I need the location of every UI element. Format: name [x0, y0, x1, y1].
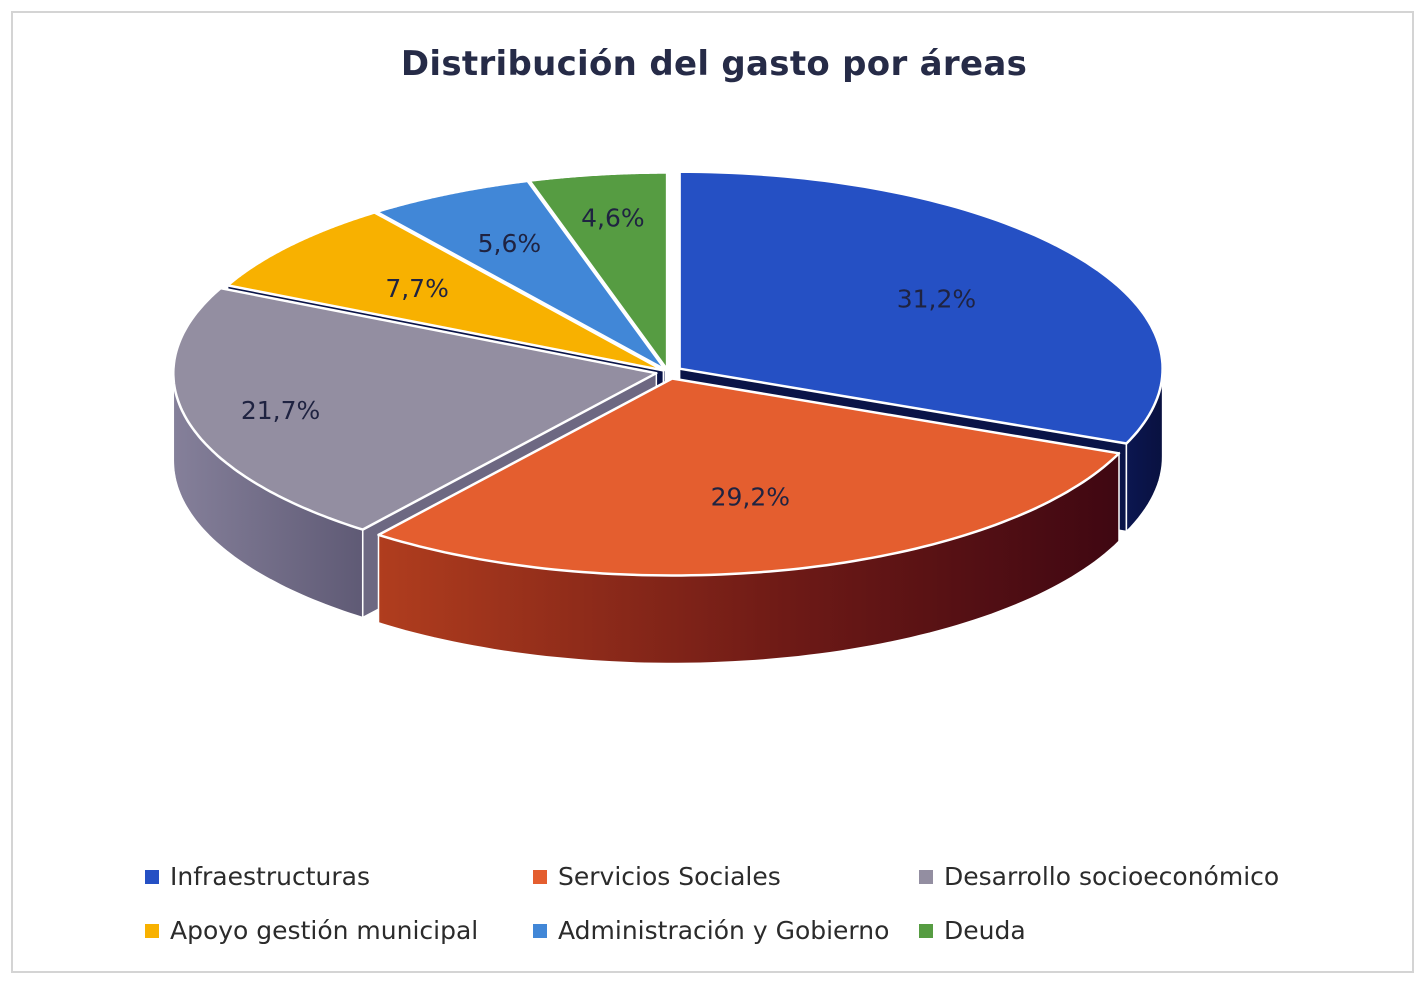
pie-slice-servicios-sociales	[377, 377, 1121, 577]
pie-slice-desarrollo-socioeconomico	[172, 286, 658, 531]
legend-label-servicios-sociales: Servicios Sociales	[558, 862, 781, 891]
legend-label-apoyo-gestion-municipal: Apoyo gestión municipal	[170, 916, 479, 945]
legend-swatch-deuda	[919, 923, 933, 938]
legend-label-infraestructuras: Infraestructuras	[170, 862, 370, 891]
legend-swatch-infraestructuras	[145, 869, 159, 884]
legend-row-1: Infraestructuras Servicios Sociales Desa…	[145, 862, 1345, 916]
legend-swatch-desarrollo-socioeconomico	[919, 869, 933, 884]
legend-item-deuda: Deuda	[919, 916, 1026, 945]
legend-swatch-administracion-y-gobierno	[533, 923, 547, 938]
data-label-administracion-y-gobierno: 5,6%	[478, 229, 542, 258]
pie-slice-deuda	[528, 171, 669, 371]
legend-item-servicios-sociales: Servicios Sociales	[533, 862, 781, 891]
data-label-deuda: 4,6%	[581, 203, 645, 232]
legend-swatch-apoyo-gestion-municipal	[145, 923, 159, 938]
legend-label-administracion-y-gobierno: Administración y Gobierno	[558, 916, 890, 945]
legend-label-desarrollo-socioeconomico: Desarrollo socioeconómico	[944, 862, 1280, 891]
legend-item-infraestructuras: Infraestructuras	[145, 862, 370, 891]
data-label-servicios-sociales: 29,2%	[711, 482, 790, 511]
pie-slice-administracion-y-gobierno	[375, 179, 667, 371]
legend: Infraestructuras Servicios Sociales Desa…	[145, 862, 1345, 970]
legend-item-desarrollo-socioeconomico: Desarrollo socioeconómico	[919, 862, 1279, 891]
data-label-apoyo-gestion-municipal: 7,7%	[385, 274, 449, 303]
data-label-desarrollo-socioeconomico: 21,7%	[241, 396, 320, 425]
pie-slice-infraestructuras	[678, 170, 1164, 445]
data-label-infraestructuras: 31,2%	[897, 285, 976, 314]
legend-row-2: Apoyo gestión municipal Administración y…	[145, 916, 1345, 970]
pie-slice-apoyo-gestion-municipal	[226, 211, 665, 372]
legend-swatch-servicios-sociales	[533, 869, 547, 884]
legend-item-administracion-y-gobierno: Administración y Gobierno	[533, 916, 889, 945]
chart-title: Distribución del gasto por áreas	[400, 44, 1028, 84]
legend-item-apoyo-gestion-municipal: Apoyo gestión municipal	[145, 916, 478, 945]
legend-label-deuda: Deuda	[944, 916, 1026, 945]
